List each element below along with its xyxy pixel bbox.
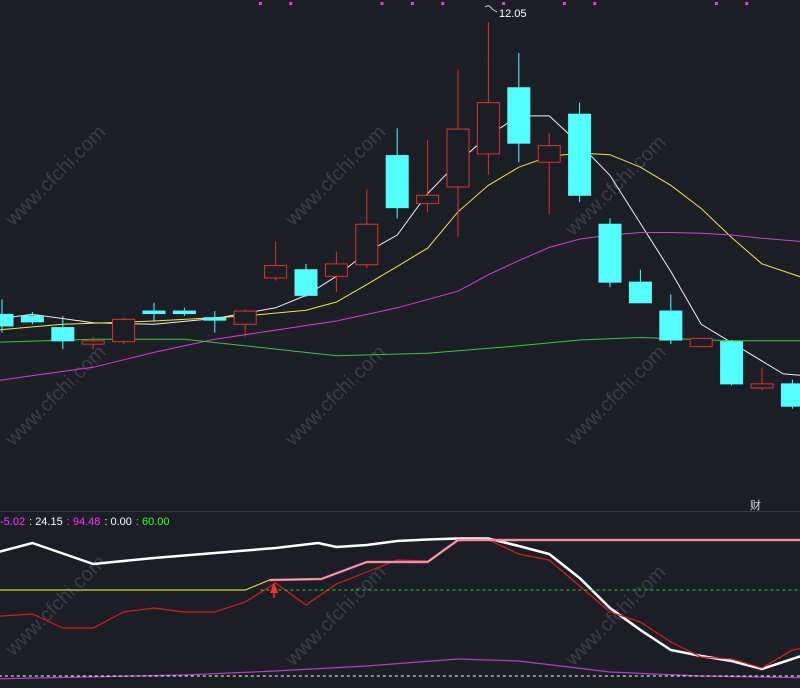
- candle: [385, 128, 409, 219]
- event-dot: [502, 2, 506, 5]
- candle: [20, 311, 44, 325]
- candle: [264, 241, 288, 281]
- candle: [780, 379, 800, 409]
- candle-body: [416, 194, 440, 205]
- candle-body: [568, 113, 592, 196]
- candle: [628, 269, 652, 304]
- candlesticks: [0, 22, 800, 409]
- peak-pointer: [484, 5, 498, 13]
- indicator-values-row: -5.02 : 24.15 : 94.48: 0.00 : 60.00: [0, 516, 170, 528]
- candle-body: [598, 223, 622, 283]
- candle-body: [112, 318, 136, 343]
- candle-body: [689, 337, 713, 348]
- candle-body: [385, 155, 409, 209]
- indicator-line: [0, 539, 800, 591]
- candle-body: [203, 317, 227, 321]
- candle-body: [20, 315, 44, 323]
- candle-body: [446, 128, 470, 188]
- indicator-value: : 24.15: [29, 516, 63, 528]
- candle-body: [507, 87, 531, 144]
- candle-body: [780, 383, 800, 407]
- candle: [0, 299, 14, 333]
- indicator-line: [0, 539, 800, 669]
- event-marker: 财: [750, 498, 761, 512]
- peak-label: 12.05: [499, 8, 527, 20]
- event-dot: [441, 2, 445, 5]
- candle-body: [537, 145, 561, 163]
- candle: [355, 189, 379, 269]
- candle-body: [750, 383, 774, 389]
- candle: [720, 340, 744, 386]
- candle-body: [81, 340, 105, 345]
- candle: [142, 302, 166, 322]
- candle: [689, 337, 713, 348]
- candle-body: [51, 327, 75, 342]
- indicator-value: : 60.00: [136, 516, 170, 528]
- ma-line: [0, 232, 800, 381]
- candle-body: [294, 269, 318, 296]
- candle-body: [628, 281, 652, 304]
- indicator-value: : 0.00: [104, 516, 132, 528]
- candle-body: [324, 263, 348, 277]
- candle: [294, 263, 318, 298]
- event-dot: [562, 2, 566, 5]
- candle: [750, 367, 774, 391]
- candle-body: [355, 223, 379, 266]
- event-dot: [410, 2, 414, 5]
- event-dot: [258, 2, 262, 5]
- indicator-value: : 94.48: [67, 516, 101, 528]
- candle-body: [659, 310, 683, 341]
- candle: [476, 22, 500, 175]
- candle: [537, 133, 561, 215]
- candle: [51, 316, 75, 350]
- candle: [112, 317, 136, 345]
- ma-line: [0, 152, 800, 331]
- candle-body: [264, 265, 288, 279]
- candle: [446, 69, 470, 237]
- indicator-line: [0, 658, 800, 680]
- event-dot: [745, 2, 749, 5]
- event-dot: [380, 2, 384, 5]
- candle: [507, 53, 531, 163]
- candle-body: [233, 310, 257, 325]
- candle-body: [476, 102, 500, 155]
- top-event-dots: [258, 2, 749, 5]
- ma-line: [0, 115, 800, 376]
- indicator-value: -5.02: [0, 516, 25, 528]
- candle-body: [0, 313, 14, 327]
- peak-annotation: 12.05: [484, 5, 527, 20]
- event-dot: [289, 2, 293, 5]
- candle-body: [172, 310, 196, 315]
- candle: [568, 102, 592, 202]
- candle: [81, 336, 105, 350]
- candle: [416, 139, 440, 212]
- candle: [172, 307, 196, 317]
- signal-arrow-icon: [270, 582, 278, 593]
- event-dot: [714, 2, 718, 5]
- candle: [598, 218, 622, 288]
- candle: [659, 294, 683, 345]
- candle-body: [142, 310, 166, 315]
- candle: [203, 311, 227, 333]
- candle: [324, 251, 348, 293]
- candle-body: [720, 341, 744, 385]
- indicator-lines: [0, 537, 800, 680]
- candle: [233, 309, 257, 337]
- event-dot: [593, 2, 597, 5]
